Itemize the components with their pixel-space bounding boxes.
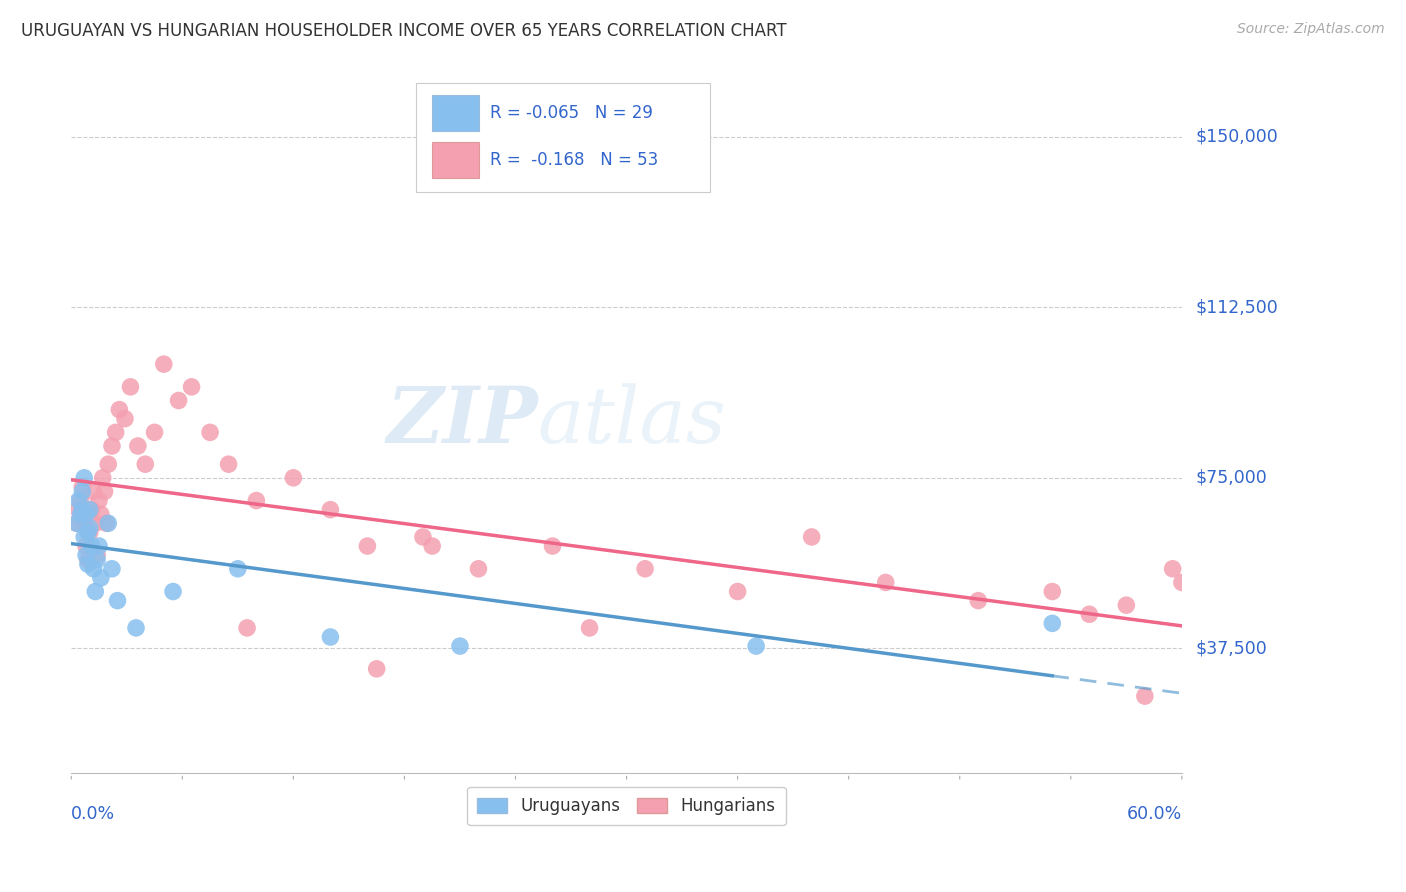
Point xyxy=(67,502,90,516)
Point xyxy=(319,630,342,644)
Point xyxy=(101,439,124,453)
Point xyxy=(319,502,342,516)
Point xyxy=(84,516,107,531)
Point xyxy=(1040,616,1063,631)
Text: 60.0%: 60.0% xyxy=(1126,805,1182,823)
Point xyxy=(77,525,100,540)
Point xyxy=(198,425,221,440)
Point xyxy=(84,584,107,599)
Point xyxy=(108,402,131,417)
Point xyxy=(79,525,101,540)
Point xyxy=(104,425,127,440)
Text: $37,500: $37,500 xyxy=(1195,640,1268,657)
Point xyxy=(67,493,90,508)
Point xyxy=(90,507,112,521)
Point xyxy=(79,502,101,516)
Point xyxy=(72,484,94,499)
Point xyxy=(90,571,112,585)
Point xyxy=(97,457,120,471)
Point xyxy=(87,539,110,553)
Text: R = -0.065   N = 29: R = -0.065 N = 29 xyxy=(489,104,652,122)
Text: atlas: atlas xyxy=(537,383,727,459)
Point xyxy=(467,562,489,576)
Point xyxy=(107,593,129,607)
Point xyxy=(125,621,148,635)
Point xyxy=(180,380,202,394)
Point xyxy=(283,471,305,485)
Point xyxy=(69,493,91,508)
Point xyxy=(120,380,142,394)
Point xyxy=(73,516,96,531)
Point xyxy=(226,562,249,576)
Point xyxy=(86,548,108,562)
Point xyxy=(82,562,104,576)
Point xyxy=(73,530,96,544)
Point xyxy=(1161,562,1184,576)
Point xyxy=(167,393,190,408)
FancyBboxPatch shape xyxy=(416,83,710,192)
Point xyxy=(82,484,104,499)
Point xyxy=(967,593,990,607)
FancyBboxPatch shape xyxy=(432,95,479,131)
Legend: Uruguayans, Hungarians: Uruguayans, Hungarians xyxy=(467,787,786,825)
Point xyxy=(1115,598,1137,612)
Text: URUGUAYAN VS HUNGARIAN HOUSEHOLDER INCOME OVER 65 YEARS CORRELATION CHART: URUGUAYAN VS HUNGARIAN HOUSEHOLDER INCOM… xyxy=(21,22,787,40)
Point xyxy=(80,502,103,516)
Point xyxy=(93,484,115,499)
Point xyxy=(218,457,240,471)
Point xyxy=(72,502,94,516)
Point xyxy=(66,516,89,531)
Point xyxy=(356,539,378,553)
Point xyxy=(77,552,100,566)
Point xyxy=(236,621,259,635)
Point xyxy=(412,530,434,544)
FancyBboxPatch shape xyxy=(432,142,479,178)
Text: R =  -0.168   N = 53: R = -0.168 N = 53 xyxy=(489,151,658,169)
Point xyxy=(77,558,100,572)
Point xyxy=(134,457,156,471)
Text: Source: ZipAtlas.com: Source: ZipAtlas.com xyxy=(1237,22,1385,37)
Point xyxy=(634,562,657,576)
Text: 0.0%: 0.0% xyxy=(72,805,115,823)
Point xyxy=(245,493,267,508)
Point xyxy=(800,530,823,544)
Point xyxy=(96,516,118,531)
Point xyxy=(86,552,108,566)
Text: $75,000: $75,000 xyxy=(1195,469,1268,487)
Point xyxy=(578,621,600,635)
Point xyxy=(73,471,96,485)
Point xyxy=(72,480,94,494)
Point xyxy=(727,584,749,599)
Point xyxy=(91,471,114,485)
Point xyxy=(75,539,97,553)
Point xyxy=(875,575,897,590)
Point xyxy=(152,357,174,371)
Text: ZIP: ZIP xyxy=(387,383,537,459)
Point xyxy=(1171,575,1194,590)
Point xyxy=(66,516,89,531)
Point xyxy=(75,548,97,562)
Point xyxy=(449,639,471,653)
Point xyxy=(1040,584,1063,599)
Point xyxy=(366,662,388,676)
Point xyxy=(541,539,564,553)
Point xyxy=(1133,689,1156,703)
Point xyxy=(162,584,184,599)
Text: $150,000: $150,000 xyxy=(1195,128,1278,145)
Point xyxy=(79,521,101,535)
Point xyxy=(143,425,166,440)
Point xyxy=(114,411,136,425)
Point xyxy=(75,507,97,521)
Text: $112,500: $112,500 xyxy=(1195,298,1278,317)
Point xyxy=(97,516,120,531)
Point xyxy=(80,539,103,553)
Point xyxy=(87,493,110,508)
Point xyxy=(101,562,124,576)
Point xyxy=(127,439,149,453)
Point xyxy=(69,507,91,521)
Point xyxy=(420,539,443,553)
Point xyxy=(1078,607,1101,622)
Point xyxy=(745,639,768,653)
